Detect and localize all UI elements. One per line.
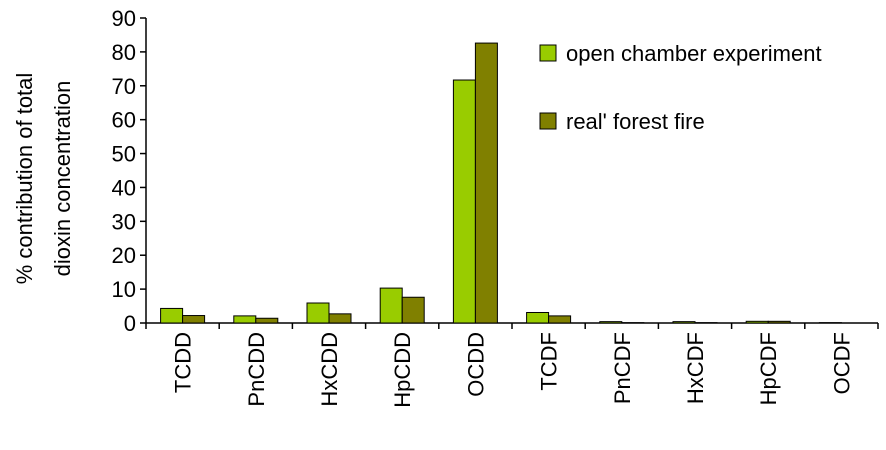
- y-axis-title: % contribution of total dioxin concentrat…: [12, 73, 75, 285]
- bar-hpcdf-series-1: [745, 320, 769, 324]
- bar-hpcdf-series-2: [767, 320, 791, 324]
- y-tick-label: 0: [124, 311, 136, 336]
- bar-pncdf-series-1: [599, 321, 623, 324]
- x-category-label: HpCDD: [390, 332, 415, 408]
- y-tick-label: 90: [112, 6, 136, 31]
- y-tick-label: 30: [112, 209, 136, 234]
- y-axis: 0 10 20 30 40 50 60 70 80 90: [112, 6, 147, 336]
- legend-label: open chamber experiment: [566, 41, 822, 66]
- bar-tcdf-series-1: [526, 311, 550, 324]
- x-category-label: HpCDF: [756, 332, 781, 405]
- y-tick-label: 50: [112, 142, 136, 167]
- bar-tcdf-series-2: [548, 315, 572, 324]
- x-category-label: HxCDD: [317, 332, 342, 407]
- y-tick-label: 70: [112, 74, 136, 99]
- bars: [160, 42, 842, 324]
- bar-pncdd-series-2: [255, 317, 279, 324]
- y-tick-label: 10: [112, 277, 136, 302]
- y-tick-label: 80: [112, 40, 136, 65]
- bar-ocdd-series-2: [474, 42, 498, 324]
- bar-tcdd-series-1: [160, 307, 184, 324]
- x-category-label: OCDD: [463, 332, 488, 397]
- legend-swatch: [539, 44, 557, 62]
- y-axis-title-line: dioxin concentration: [50, 81, 75, 277]
- x-category-label: PnCDF: [610, 332, 635, 404]
- bar-ocdd-series-1: [452, 79, 476, 324]
- y-tick-label: 40: [112, 175, 136, 200]
- legend: open chamber experiment real' forest fire: [539, 41, 822, 134]
- x-category-label: TCDD: [171, 332, 196, 393]
- bar-hxcdd-series-1: [306, 302, 330, 324]
- bar-hpcdd-series-1: [379, 287, 403, 324]
- bar-hxcdf-series-1: [672, 321, 696, 324]
- x-category-label: TCDF: [537, 332, 562, 391]
- bar-pncdd-series-1: [233, 315, 257, 324]
- x-category-label: PnCDD: [244, 332, 269, 407]
- y-axis-title-line: % contribution of total: [12, 73, 37, 285]
- legend-label: real' forest fire: [566, 109, 705, 134]
- bar-hpcdd-series-2: [401, 296, 425, 324]
- legend-swatch: [539, 112, 557, 130]
- bar-tcdd-series-2: [182, 315, 206, 324]
- bar-hxcdd-series-2: [328, 313, 352, 324]
- y-tick-label: 60: [112, 108, 136, 133]
- x-category-label: HxCDF: [683, 332, 708, 404]
- x-category-label: OCDF: [829, 332, 854, 394]
- y-tick-label: 20: [112, 243, 136, 268]
- x-axis: TCDD PnCDD HxCDD HpCDD OCDD TCDF PnCDF HxCDF HpC…: [145, 322, 879, 408]
